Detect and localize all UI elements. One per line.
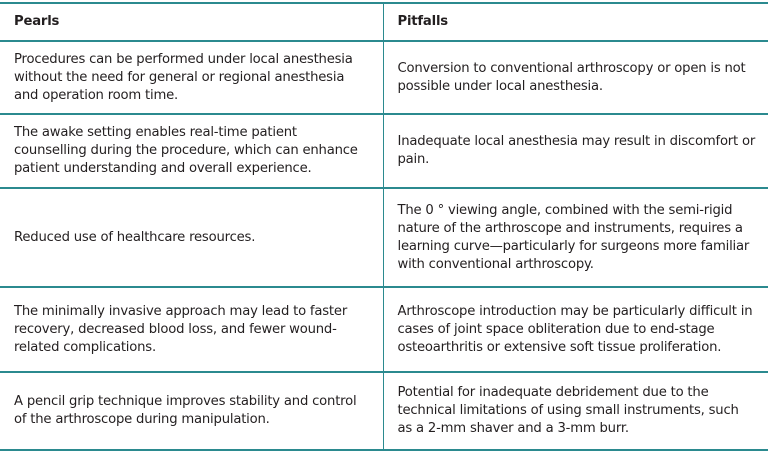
pitfall-cell: Arthroscope introduction may be particul… bbox=[383, 286, 768, 373]
pitfall-cell: The 0 ° viewing angle, combined with the… bbox=[383, 187, 768, 288]
table-row: A pencil grip technique improves stabili… bbox=[0, 371, 768, 451]
table-row: The minimally invasive approach may lead… bbox=[0, 286, 768, 373]
table-row: The awake setting enables real-time pati… bbox=[0, 113, 768, 189]
pearl-cell: Reduced use of healthcare resources. bbox=[0, 187, 384, 288]
pearl-cell: The minimally invasive approach may lead… bbox=[0, 286, 384, 373]
table-row: Reduced use of healthcare resources. The… bbox=[0, 187, 768, 288]
table-row: Procedures can be performed under local … bbox=[0, 40, 768, 115]
header-pitfalls: Pitfalls bbox=[383, 2, 768, 42]
pearl-cell: The awake setting enables real-time pati… bbox=[0, 113, 384, 189]
pearl-cell: A pencil grip technique improves stabili… bbox=[0, 371, 384, 451]
header-row: Pearls Pitfalls bbox=[0, 2, 768, 42]
pearl-cell: Procedures can be performed under local … bbox=[0, 40, 384, 115]
pitfall-cell: Potential for inadequate debridement due… bbox=[383, 371, 768, 451]
pitfall-cell: Inadequate local anesthesia may result i… bbox=[383, 113, 768, 189]
pitfall-cell: Conversion to conventional arthroscopy o… bbox=[383, 40, 768, 115]
header-pearls: Pearls bbox=[0, 2, 384, 42]
